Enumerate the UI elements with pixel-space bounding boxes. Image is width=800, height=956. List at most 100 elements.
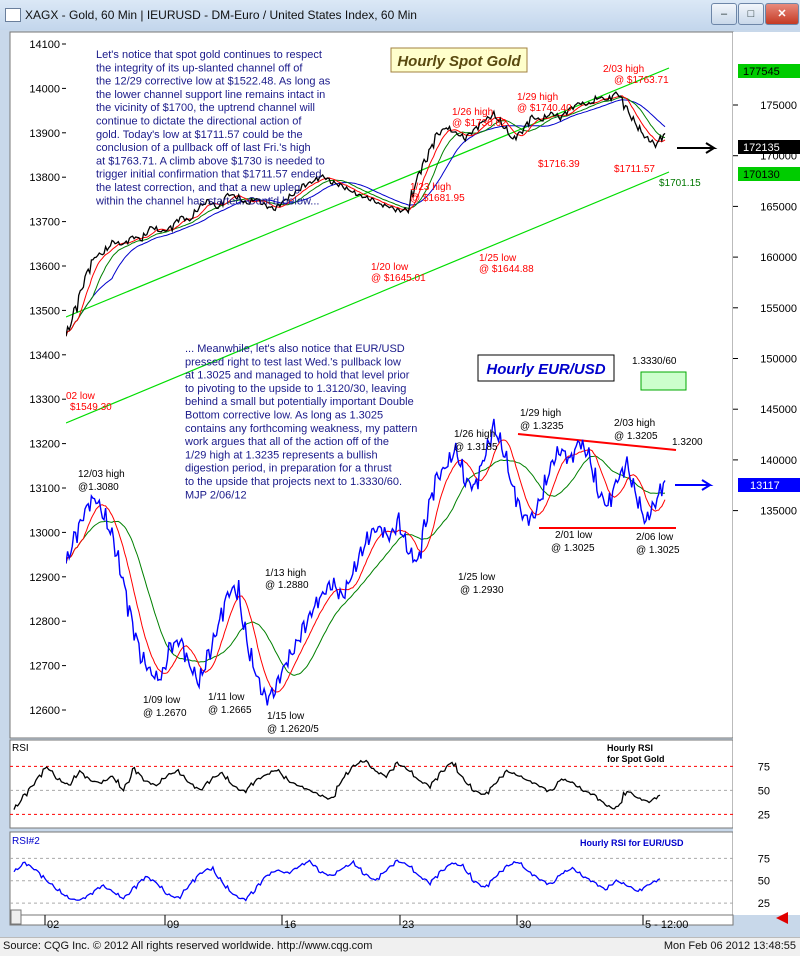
rsi-eurusd-group: RSI#2 Hourly RSI for EUR/USD 75 50 25 [10,836,770,910]
left-axis-tick-label: 13900 [29,128,60,140]
gold-annotation: 1/25 low [479,253,517,264]
x-axis-tick-label: 23 [402,919,414,931]
gold-annotation: $1549.30 [70,402,112,413]
gold-last-arrow-icon [677,142,718,154]
eurusd-annotation: 2/01 low [555,530,593,541]
eurusd-annotation: 2/03 high [614,418,655,429]
source-credit: Source: CQG Inc. © 2012 All rights reser… [3,940,373,952]
right-axis-tick-label: 165000 [760,201,797,213]
left-axis-tick-label: 14000 [29,83,60,95]
eurusd-title: Hourly EUR/USD [486,361,605,378]
eurusd-annotation: 1/13 high [265,568,306,579]
timestamp: Mon Feb 06 2012 13:48:55 [663,940,796,952]
eurusd-annotation: 12/03 high [78,469,125,480]
gold-annotation: $1711.57 [614,164,655,175]
gold-annotation: @ $1681.95 [410,193,465,204]
status-bar: Source: CQG Inc. © 2012 All rights reser… [0,937,800,956]
rsi-gold-legend: Hourly RSI for Spot Gold [607,743,665,764]
gold-lower-channel-line [66,171,670,424]
x-axis-tick-label: 16 [284,919,296,931]
x-axis-tick-label: 5 - 12:00 [645,919,688,931]
rsi-eurusd-label: RSI#2 [12,836,40,847]
eurusd-price-line [66,418,666,706]
left-axis-tick-label: 13600 [29,261,60,273]
gold-annotation: 2/03 high [603,64,644,75]
gold-price-line [66,91,666,337]
eurusd-ma-fast-line [66,439,666,693]
eurusd-last-marker [738,478,800,492]
minimize-button[interactable]: – [711,3,737,25]
target-zone-box [640,371,687,391]
left-axis-tick-label: 13200 [29,439,60,451]
x-axis-strip [9,914,734,926]
rsi-gold-label: RSI [12,743,29,754]
left-axis-tick-label: 14100 [29,39,60,51]
commentary-text: Let's notice that spot gold continues to… [95,49,417,501]
eurusd-annotation: 1/29 high [520,408,561,419]
rsi-level-label: 50 [758,785,770,797]
close-button[interactable]: ✕ [765,3,799,25]
rsi-level-label: 50 [758,876,770,888]
left-axis-tick-label: 13800 [29,172,60,184]
right-axis-tick-label: 150000 [760,354,797,366]
gold-annotation: 1/29 high [517,92,558,103]
left-axis-tick-label: 12900 [29,572,60,584]
eurusd-annotation: 1/26 high [454,429,495,440]
eurusd-annotation: @ 1.3205 [614,431,658,442]
rsi-line [13,859,661,902]
left-axis-tick-label: 12700 [29,661,60,673]
gold-annotation: @ $1763.71 [614,75,669,86]
gold-annotation: @ $1645.01 [371,273,426,284]
channel-support-label: $1701.15 [659,178,701,189]
gold-lower-channel-marker [738,167,800,181]
left-axis-tick-label: 12800 [29,616,60,628]
scroll-right-arrow-icon[interactable] [776,912,788,924]
resistance-label: 1.3200 [672,437,703,448]
rsi-level-label: 75 [758,853,770,865]
right-axis-tick-label: 135000 [760,506,797,518]
maximize-button[interactable]: □ [738,3,764,25]
rsi-eurusd-legend: Hourly RSI for EUR/USD [580,838,684,848]
panel-labels: Hourly Spot Gold Hourly EUR/USD 1.3330/6… [390,47,703,448]
gold-annotation: 1/23 high [410,182,451,193]
eurusd-title-box [477,354,615,382]
eurusd-annotation: @ 1.3235 [520,421,564,432]
right-axis-tick-label: 140000 [760,455,797,467]
eurusd-series-group [66,418,666,706]
gold-annotation: @ $1740.40 [517,103,572,114]
gold-lower-channel-value: 170130 [743,169,780,181]
rsi-gold-panel [9,739,734,829]
eurusd-last-arrow-icon [675,479,714,491]
gold-ma-slow-line [66,99,666,337]
gold-annotation: @ $1730.62 [452,118,507,129]
target-label: 1.3330/60 [632,356,677,367]
right-axis-tick-label: 175000 [760,100,797,112]
rsi-gold-group: RSI Hourly RSI for Spot Gold 75 50 25 [10,743,770,821]
gold-title: Hourly Spot Gold [397,53,521,70]
price-markers: 177545 172135 170130 13117 [675,64,800,492]
eurusd-annotation: 1/25 low [458,572,496,583]
right-axis-strip [733,32,800,915]
gold-upper-channel-value: 177545 [743,66,780,78]
gold-annotation: 1/26 high [452,107,493,118]
eurusd-annotation: @ 1.2620/5 [267,724,319,735]
eurusd-annotation: 1/11 low [208,692,245,703]
right-axis-tick-label: 155000 [760,303,797,315]
gold-annotation: 02 low [66,391,96,402]
eurusd-commentary: ... Meanwhile, let's also notice that EU… [184,343,417,501]
eurusd-annotation: @ 1.2665 [208,705,252,716]
gold-ma-medium-line [66,96,666,337]
scroll-left-handle[interactable] [10,909,22,925]
gold-last-value: 172135 [743,142,780,154]
left-axis-tick-label: 12600 [29,705,60,717]
eurusd-annotation: 1/09 low [143,695,181,706]
eurusd-last-value: 13117 [750,480,780,492]
eurusd-annotation: @ 1.2880 [265,580,309,591]
x-axis-tick-label: 30 [519,919,531,931]
left-axis-tick-label: 13100 [29,483,60,495]
gold-annotation: 1/20 low [371,262,409,273]
left-axis: 14100 14000 13900 13800 13700 13600 13500 13400… [29,39,66,717]
x-axis-tick-label: 02 [47,919,59,931]
left-axis-tick-label: 13500 [29,305,60,317]
x-axis-tick-label: 09 [167,919,179,931]
